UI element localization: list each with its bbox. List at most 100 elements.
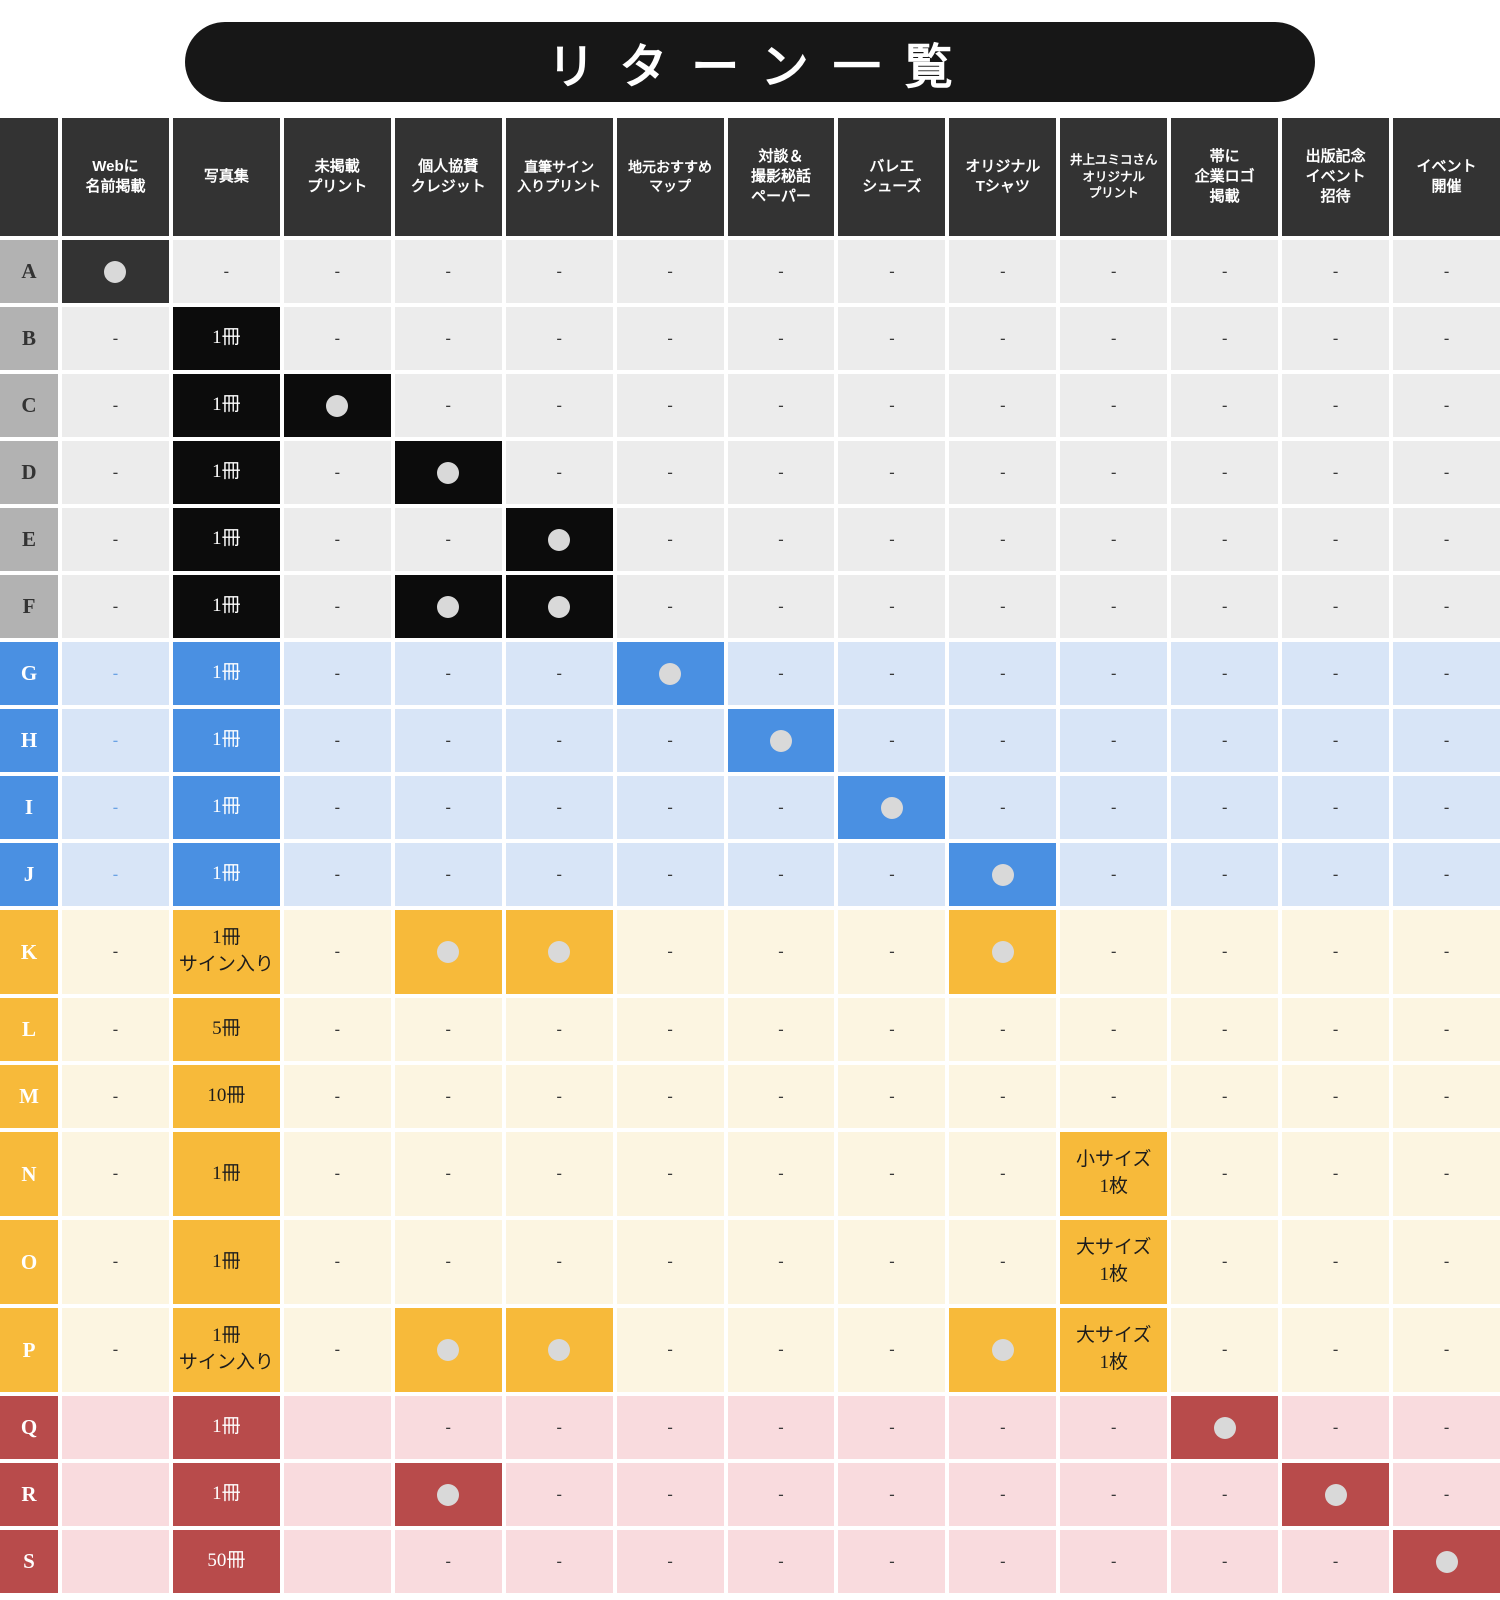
cell-dash: - <box>616 843 724 906</box>
cell-dash: - <box>505 998 613 1061</box>
cell-dash: - <box>838 508 946 571</box>
cell-value: 1冊 サイン入り <box>172 910 280 994</box>
cell-dash: - <box>62 508 169 571</box>
cell-dash: - <box>505 709 613 772</box>
cell-dash: - <box>1282 642 1390 705</box>
cell-dash: - <box>949 998 1057 1061</box>
cell-included <box>394 1308 502 1392</box>
cell-dash: - <box>1393 374 1500 437</box>
filled-dot-icon <box>437 461 460 484</box>
column-header-9: オリジナル Tシャツ <box>949 118 1057 236</box>
cell-dash: - <box>949 776 1057 839</box>
column-header-4: 個人協賛 クレジット <box>394 118 502 236</box>
cell-dash: - <box>62 307 169 370</box>
row-label-E: E <box>0 508 58 571</box>
cell-dash: - <box>1393 1065 1500 1128</box>
cell-dash: - <box>1282 374 1390 437</box>
cell-included <box>394 1463 502 1526</box>
cell-value: 1冊 サイン入り <box>172 1308 280 1392</box>
cell-dash: - <box>394 843 502 906</box>
cell-dash: - <box>949 374 1057 437</box>
cell-dash: - <box>838 642 946 705</box>
cell-dash: - <box>1060 441 1168 504</box>
cell-dash: - <box>1282 1308 1390 1392</box>
filled-dot-icon <box>548 1339 571 1361</box>
column-header-8: バレエ シューズ <box>838 118 946 236</box>
cell-dash: - <box>1393 1220 1500 1304</box>
cell-dash: - <box>616 1530 724 1593</box>
cell-dash: - <box>1282 1065 1390 1128</box>
cell-dash: - <box>62 1132 169 1216</box>
row-label-B: B <box>0 307 58 370</box>
filled-dot-icon <box>548 528 571 551</box>
cell-value: 1冊 <box>172 307 280 370</box>
cell-dash: - <box>394 709 502 772</box>
cell-dash: - <box>283 1132 391 1216</box>
cell-dash: - <box>616 709 724 772</box>
cell-dash: - <box>727 374 835 437</box>
cell-dash: - <box>949 709 1057 772</box>
cell-dash: - <box>1060 240 1168 303</box>
cell-dash: - <box>616 998 724 1061</box>
column-header-12: 出版記念 イベント 招待 <box>1282 118 1390 236</box>
cell-included <box>394 575 502 638</box>
cell-dash: - <box>62 1065 169 1128</box>
cell-dash: - <box>1393 843 1500 906</box>
cell-dash: - <box>616 910 724 994</box>
column-header-5: 直筆サイン 入りプリント <box>505 118 613 236</box>
cell-dash: - <box>62 575 169 638</box>
filled-dot-icon <box>991 941 1014 963</box>
cell-dash: - <box>1060 843 1168 906</box>
cell-dash: - <box>1060 910 1168 994</box>
cell-dash: - <box>1060 307 1168 370</box>
row-label-H: H <box>0 709 58 772</box>
cell-dash: - <box>1282 843 1390 906</box>
cell-dash: - <box>283 240 391 303</box>
row-label-C: C <box>0 374 58 437</box>
cell-blank <box>283 1530 391 1593</box>
cell-dash: - <box>394 1132 502 1216</box>
cell-dash: - <box>394 374 502 437</box>
cell-included <box>505 1308 613 1392</box>
row-label-G: G <box>0 642 58 705</box>
cell-dash: - <box>283 1065 391 1128</box>
cell-dash: - <box>1282 240 1390 303</box>
cell-dash: - <box>394 642 502 705</box>
cell-dash: - <box>505 240 613 303</box>
cell-dash: - <box>616 240 724 303</box>
cell-dash: - <box>283 843 391 906</box>
cell-dash: - <box>838 1065 946 1128</box>
cell-value: 小サイズ 1枚 <box>1060 1132 1168 1216</box>
cell-dash: - <box>394 307 502 370</box>
cell-dash: - <box>62 642 169 705</box>
cell-dash: - <box>1060 776 1168 839</box>
cell-value: 1冊 <box>172 1220 280 1304</box>
cell-dash: - <box>505 776 613 839</box>
cell-dash: - <box>727 1396 835 1459</box>
cell-dash: - <box>1282 307 1390 370</box>
cell-dash: - <box>949 642 1057 705</box>
cell-dash: - <box>1393 709 1500 772</box>
cell-included <box>616 642 724 705</box>
cell-dash: - <box>616 1220 724 1304</box>
cell-dash: - <box>1171 843 1279 906</box>
filled-dot-icon <box>326 394 349 417</box>
cell-dash: - <box>727 642 835 705</box>
cell-dash: - <box>1060 374 1168 437</box>
cell-dash: - <box>283 776 391 839</box>
cell-dash: - <box>949 1530 1057 1593</box>
cell-dash: - <box>505 441 613 504</box>
filled-dot-icon <box>437 595 460 618</box>
cell-dash: - <box>949 441 1057 504</box>
cell-dash: - <box>62 910 169 994</box>
cell-dash: - <box>1282 998 1390 1061</box>
cell-dash: - <box>949 1396 1057 1459</box>
returns-table: Webに 名前掲載 写真集 未掲載 プリント 個人協賛 クレジット 直筆サイン 入りプリ… <box>0 118 1500 1593</box>
cell-dash: - <box>727 508 835 571</box>
cell-dash: - <box>1171 709 1279 772</box>
cell-dash: - <box>1060 1530 1168 1593</box>
cell-dash: - <box>283 709 391 772</box>
cell-dash: - <box>727 1220 835 1304</box>
filled-dot-icon <box>1213 1416 1236 1439</box>
filled-dot-icon <box>104 260 127 283</box>
